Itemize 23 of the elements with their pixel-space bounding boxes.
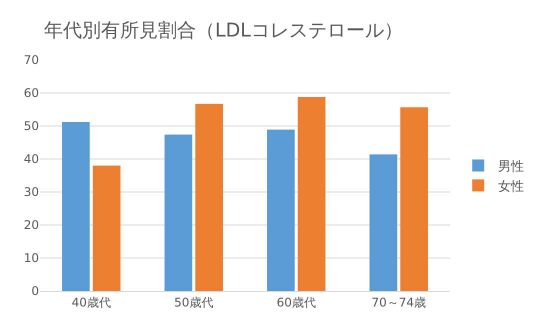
x-tick-label: 40歳代 — [72, 295, 111, 310]
bar — [195, 104, 223, 291]
x-tick-label: 60歳代 — [276, 295, 316, 310]
bar — [92, 166, 120, 291]
bar — [400, 107, 428, 291]
y-tick-label: 10 — [24, 251, 39, 266]
y-tick-label: 30 — [24, 185, 39, 200]
bar — [164, 134, 192, 291]
bar — [298, 96, 326, 291]
x-tick-label: 70～74歳 — [371, 295, 426, 310]
y-tick-label: 70 — [24, 53, 39, 68]
bar — [267, 130, 295, 291]
bar — [370, 154, 398, 291]
x-tick-label: 50歳代 — [174, 295, 214, 310]
y-tick-label: 60 — [24, 86, 39, 100]
chart-title: 年代別有所見割合（LDLコレステロール） — [44, 19, 403, 42]
legend-label: 男性 — [498, 160, 524, 175]
legend-label: 女性 — [498, 179, 524, 194]
y-tick-label: 50 — [24, 119, 39, 134]
bar — [62, 122, 90, 291]
y-tick-label: 40 — [24, 152, 39, 166]
y-tick-label: 20 — [24, 218, 39, 232]
y-tick-label: 0 — [31, 284, 39, 298]
